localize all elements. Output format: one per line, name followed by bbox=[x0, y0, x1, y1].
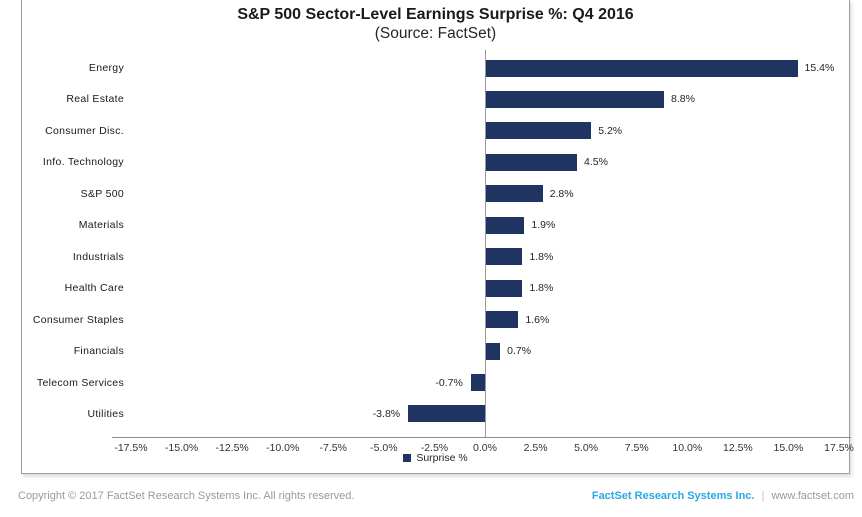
value-label: 1.8% bbox=[529, 250, 554, 263]
plot-area: Energy 15.4% Real Estate 8.8% Consumer Disc.… bbox=[22, 0, 854, 473]
category-label: Consumer Disc. bbox=[45, 124, 124, 137]
bar bbox=[486, 279, 523, 297]
copyright-text: Copyright © 2017 FactSet Research System… bbox=[18, 490, 355, 502]
category-label: Utilities bbox=[87, 407, 124, 420]
x-tick-label: 0.0% bbox=[473, 442, 497, 454]
category-label: Info. Technology bbox=[42, 156, 124, 169]
value-label: 5.2% bbox=[598, 124, 623, 137]
bar bbox=[486, 90, 665, 108]
x-axis-line bbox=[112, 437, 851, 438]
value-label: 0.7% bbox=[507, 345, 532, 358]
value-label: 1.6% bbox=[525, 313, 550, 326]
bar bbox=[408, 405, 485, 423]
value-label: -3.8% bbox=[372, 407, 401, 420]
x-tick-label: -17.5% bbox=[114, 442, 148, 454]
x-tick-label: -10.0% bbox=[266, 442, 300, 454]
chart-frame: S&P 500 Sector-Level Earnings Surprise %… bbox=[21, 0, 854, 474]
value-label: 8.8% bbox=[671, 93, 695, 106]
x-tick-label: -2.5% bbox=[420, 442, 449, 454]
x-tick-label: 5.0% bbox=[574, 442, 599, 454]
category-label: Consumer Staples bbox=[32, 313, 124, 326]
x-tick-label: 2.5% bbox=[523, 442, 548, 454]
category-label: Real Estate bbox=[66, 93, 124, 106]
bar bbox=[486, 153, 578, 171]
bar bbox=[486, 342, 501, 360]
category-label: Industrials bbox=[72, 250, 124, 263]
x-tick-label: 10.0% bbox=[672, 442, 703, 454]
category-label: S&P 500 bbox=[80, 187, 124, 200]
value-label: -0.7% bbox=[435, 376, 463, 389]
category-label: Energy bbox=[88, 62, 124, 74]
zero-axis-line bbox=[485, 50, 486, 437]
x-tick-label: -12.5% bbox=[215, 442, 249, 454]
bar bbox=[486, 185, 543, 203]
value-label: 1.9% bbox=[531, 219, 556, 232]
bar bbox=[486, 59, 798, 77]
legend-swatch bbox=[403, 454, 412, 462]
category-label: Materials bbox=[78, 219, 124, 232]
footer-separator: | bbox=[761, 490, 765, 502]
value-label: 2.8% bbox=[549, 187, 574, 200]
bar bbox=[486, 122, 592, 140]
value-label: 4.5% bbox=[584, 156, 608, 169]
x-tick-label: 17.5% bbox=[824, 442, 854, 454]
chart-subtitle: (Source: FactSet) bbox=[374, 25, 497, 42]
bar bbox=[486, 216, 525, 234]
value-label: 15.4% bbox=[804, 62, 835, 74]
website-text: www.factset.com bbox=[771, 490, 854, 502]
x-tick-label: 7.5% bbox=[624, 442, 649, 454]
factset-link[interactable]: FactSet Research Systems Inc. bbox=[591, 490, 755, 502]
x-tick-label: 12.5% bbox=[722, 442, 753, 454]
x-tick-label: -15.0% bbox=[164, 442, 199, 454]
category-label: Telecom Services bbox=[36, 376, 124, 389]
legend: Surprise % bbox=[22, 452, 849, 464]
chart-title: S&P 500 Sector-Level Earnings Surprise %… bbox=[237, 6, 634, 23]
x-tick-label: -5.0% bbox=[370, 442, 398, 454]
value-label: 1.8% bbox=[529, 282, 554, 295]
bar bbox=[470, 374, 485, 391]
category-label: Financials bbox=[73, 345, 124, 358]
x-tick-label: -7.5% bbox=[319, 442, 347, 454]
footer-right: FactSet Research Systems Inc. | www.fact… bbox=[592, 490, 854, 502]
bar bbox=[486, 311, 519, 329]
x-tick-label: 15.0% bbox=[773, 442, 804, 454]
legend-label: Surprise % bbox=[416, 452, 468, 464]
bar bbox=[486, 248, 523, 266]
footer: Copyright © 2017 FactSet Research System… bbox=[18, 490, 854, 502]
category-label: Health Care bbox=[64, 282, 124, 295]
